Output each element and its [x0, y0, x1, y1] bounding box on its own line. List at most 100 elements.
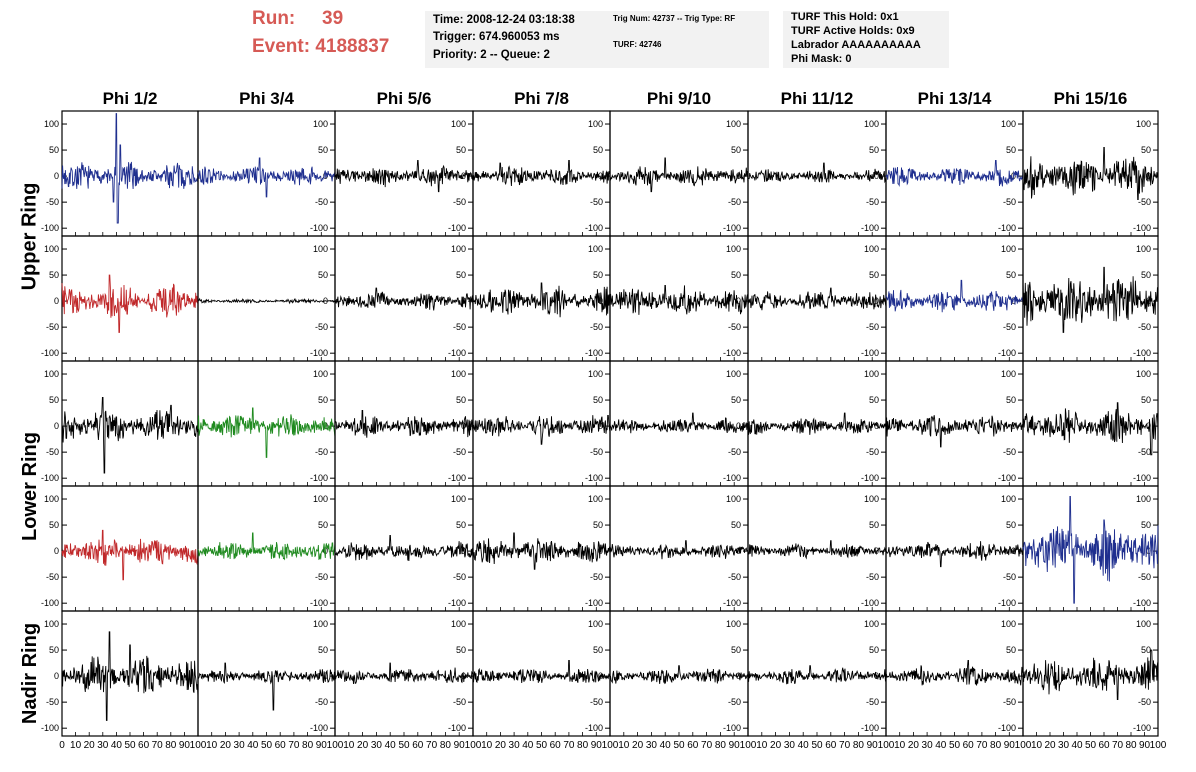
waveform-trace [61, 397, 199, 474]
waveform-trace [472, 660, 611, 684]
waveform-trace [472, 282, 611, 318]
y-tick-label: 0 [1146, 421, 1151, 431]
y-tick-label: -100 [448, 598, 466, 608]
x-tick-label: 40 [1071, 740, 1083, 751]
y-tick-label: -100 [41, 723, 59, 733]
x-tick-label: 70 [701, 740, 713, 751]
y-tick-label: 100 [44, 619, 59, 629]
waveform-trace [885, 660, 1024, 686]
y-tick-label: 50 [731, 520, 741, 530]
y-tick-label: -100 [585, 473, 603, 483]
y-tick-label: -100 [585, 723, 603, 733]
y-tick-label: -50 [728, 197, 741, 207]
run-label: Run: [252, 8, 296, 29]
x-tick-label: 30 [922, 740, 934, 751]
trig-info-panel: Trig Num: 42737 -- Trig Type: RF TURF: 4… [605, 11, 769, 68]
x-tick-label: 100 [465, 740, 482, 751]
x-tick-label: 100 [327, 740, 344, 751]
y-tick-label: -100 [585, 348, 603, 358]
y-tick-label: 50 [318, 145, 328, 155]
event-line: Event: 4188837 [252, 36, 389, 58]
y-tick-label: 100 [726, 244, 741, 254]
x-tick-label: 100 [878, 740, 895, 751]
y-tick-label: 0 [54, 171, 59, 181]
y-tick-label: -100 [310, 348, 328, 358]
y-tick-label: -100 [1133, 348, 1151, 358]
x-tick-label: 70 [426, 740, 438, 751]
y-tick-label: -50 [590, 322, 603, 332]
waveform-trace [609, 540, 749, 560]
y-tick-label: 0 [54, 671, 59, 681]
y-tick-label: 50 [1141, 145, 1151, 155]
waveform-trace [61, 529, 199, 581]
y-tick-label: -100 [1133, 223, 1151, 233]
y-tick-label: -50 [1003, 697, 1016, 707]
x-tick-label: 20 [357, 740, 369, 751]
y-tick-label: -50 [728, 322, 741, 332]
y-tick-label: 0 [54, 296, 59, 306]
y-tick-label: 50 [593, 395, 603, 405]
x-tick-label: 80 [165, 740, 177, 751]
waveform-trace [885, 415, 1024, 448]
y-tick-label: 50 [593, 645, 603, 655]
waveform-trace [747, 540, 887, 560]
panel-frame [472, 360, 611, 487]
y-tick-label: 50 [593, 270, 603, 280]
x-tick-label: 60 [687, 740, 699, 751]
y-tick-label: -100 [723, 348, 741, 358]
x-tick-label: 40 [247, 740, 259, 751]
y-tick-label: 50 [869, 395, 879, 405]
column-header: Phi 5/6 [377, 89, 432, 108]
y-tick-label: 100 [588, 119, 603, 129]
y-tick-label: 100 [588, 619, 603, 629]
y-tick-label: -100 [41, 598, 59, 608]
x-tick-label: 50 [536, 740, 548, 751]
y-tick-label: -100 [41, 473, 59, 483]
y-tick-label: 50 [318, 270, 328, 280]
x-tick-label: 10 [618, 740, 630, 751]
y-tick-label: -50 [590, 697, 603, 707]
y-tick-label: 100 [44, 119, 59, 129]
x-tick-label: 30 [371, 740, 383, 751]
trig-num-text: Trig Num: 42737 -- Trig Type: RF [613, 14, 736, 23]
y-tick-label: 50 [456, 145, 466, 155]
waveform-trace [885, 279, 1024, 313]
column-header: Phi 1/2 [103, 89, 158, 108]
y-tick-label: -100 [310, 473, 328, 483]
column-header: Phi 11/12 [781, 89, 854, 108]
x-tick-label: 60 [825, 740, 837, 751]
y-tick-label: -100 [1133, 723, 1151, 733]
x-tick-label: 50 [261, 740, 273, 751]
x-tick-label: 70 [563, 740, 575, 751]
y-tick-label: -100 [1133, 473, 1151, 483]
y-tick-label: -50 [46, 322, 59, 332]
run-event-box: Run: 39 Event: 4188837 [252, 8, 417, 66]
y-tick-label: -100 [861, 223, 879, 233]
y-tick-label: -100 [310, 598, 328, 608]
y-tick-label: -50 [453, 197, 466, 207]
x-tick-label: 70 [839, 740, 851, 751]
y-tick-label: 100 [1136, 619, 1151, 629]
x-tick-label: 20 [1044, 740, 1056, 751]
y-tick-label: -100 [998, 723, 1016, 733]
column-header: Phi 7/8 [514, 89, 569, 108]
x-tick-label: 20 [220, 740, 232, 751]
x-tick-label: 80 [715, 740, 727, 751]
y-tick-label: 50 [731, 270, 741, 280]
x-tick-label: 90 [729, 740, 741, 751]
y-tick-label: 50 [1141, 520, 1151, 530]
y-tick-label: -50 [46, 572, 59, 582]
